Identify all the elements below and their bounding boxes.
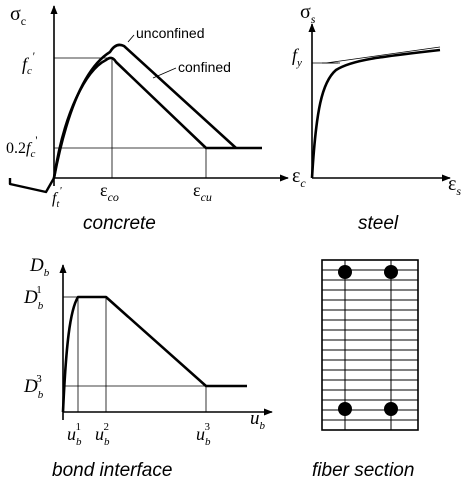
fiber-section-outline xyxy=(321,259,419,431)
fiber-rebar-top-left xyxy=(338,265,352,279)
concrete-ecu-label: εcu xyxy=(193,180,212,204)
steel-stress-strain-curve xyxy=(310,48,441,179)
steel-yield-asymptote-2 xyxy=(325,46,441,64)
concrete-panel: unconfined confined σc εc fc' 0.2fc' ft'… xyxy=(6,3,306,234)
fiber-rebar-bottom-right xyxy=(384,402,398,416)
fiber-rebar-top-right xyxy=(384,265,398,279)
bond-u3-label: ub3 xyxy=(196,421,211,448)
steel-caption: steel xyxy=(358,213,399,234)
concrete-confined-curve xyxy=(52,56,262,179)
concrete-fc-label: fc' xyxy=(22,49,35,77)
fiber-layer-lines xyxy=(322,269,418,421)
bond-panel: Db ub Db1 Db3 ub1 ub2 ub3 bond interface xyxy=(23,255,273,481)
bond-d1-label: Db1 xyxy=(23,284,44,312)
bond-curve xyxy=(61,295,247,413)
fiber-caption: fiber section xyxy=(312,460,414,481)
bond-u1-label: ub1 xyxy=(67,421,82,448)
concrete-x-axis-label: εc xyxy=(292,165,306,190)
steel-fy-label: fy xyxy=(292,45,302,69)
concrete-02fc-label: 0.2fc' xyxy=(6,133,38,160)
bond-d3-label: Db3 xyxy=(23,373,44,401)
concrete-unconfined-label: unconfined xyxy=(136,25,205,41)
bond-x-axis-label: ub xyxy=(250,408,266,432)
concrete-unconfined-leader xyxy=(127,34,135,43)
steel-panel: σs εs fy steel xyxy=(292,1,461,234)
fiber-panel: fiber section xyxy=(312,259,419,481)
concrete-y-axis-label: σc xyxy=(10,3,26,28)
concrete-ft-label: ft' xyxy=(52,185,62,210)
concrete-eco-label: εco xyxy=(100,180,119,204)
concrete-confined-leader xyxy=(152,67,177,79)
bond-caption: bond interface xyxy=(52,460,172,481)
concrete-confined-label: confined xyxy=(178,59,231,75)
concrete-tension-branch xyxy=(8,177,56,194)
steel-y-axis-label: σs xyxy=(300,1,316,26)
concrete-caption: concrete xyxy=(83,213,156,234)
steel-x-axis-label: εs xyxy=(448,173,461,198)
bond-u2-label: ub2 xyxy=(95,421,110,448)
bond-y-axis-label: Db xyxy=(29,255,50,279)
fiber-rebar-bottom-left xyxy=(338,402,352,416)
